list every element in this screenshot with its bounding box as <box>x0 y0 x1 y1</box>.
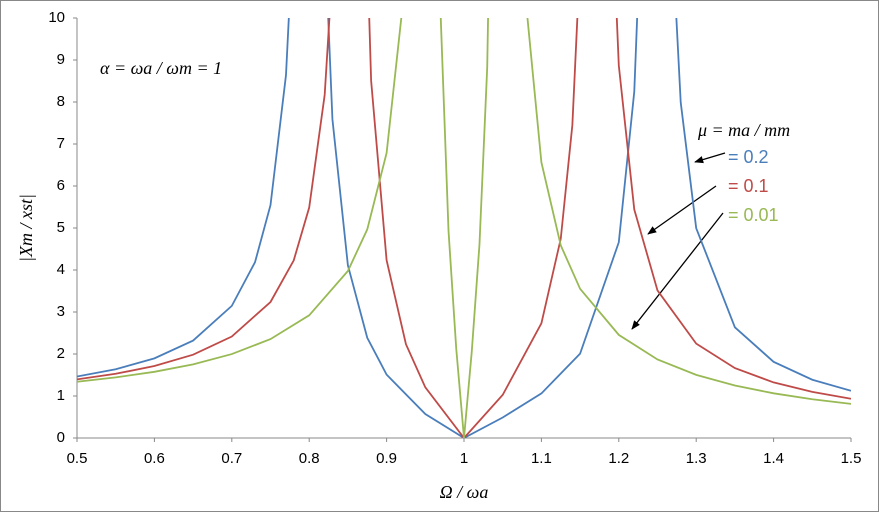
y-tick-label: 6 <box>57 177 65 194</box>
y-tick-label: 2 <box>57 345 65 362</box>
x-axis-label: Ω / ωa <box>440 482 489 502</box>
legend-title: μ = ma / mm <box>697 120 790 140</box>
x-tick-label: 1 <box>460 450 468 467</box>
x-tick-label: 1.2 <box>608 450 629 467</box>
legend-entry: = 0.1 <box>728 176 769 196</box>
y-tick-label: 7 <box>57 135 65 152</box>
x-tick-label: 0.6 <box>144 450 165 467</box>
series-line <box>77 18 851 438</box>
y-tick-label: 3 <box>57 303 65 320</box>
x-tick-label: 1.5 <box>841 450 862 467</box>
x-tick-label: 0.5 <box>67 450 88 467</box>
y-tick-label: 5 <box>57 219 65 236</box>
y-tick-label: 9 <box>57 51 65 68</box>
arrow <box>631 212 724 330</box>
x-tick-label: 0.8 <box>299 450 320 467</box>
annotation: α = ωa / ωm = 1 <box>100 58 222 78</box>
arrow <box>694 152 726 164</box>
y-tick-label: 8 <box>57 93 65 110</box>
x-tick-label: 0.7 <box>221 450 242 467</box>
x-tick-label: 1.4 <box>763 450 784 467</box>
arrow <box>647 185 717 235</box>
y-axis-label: |Xm / xst| <box>16 194 36 262</box>
series-line <box>77 18 851 438</box>
plot-area <box>77 18 851 438</box>
x-tick-label: 0.9 <box>376 450 397 467</box>
y-tick-label: 4 <box>57 261 65 278</box>
y-tick-label: 0 <box>57 429 65 446</box>
x-tick-label: 1.3 <box>686 450 707 467</box>
series-line <box>77 18 851 438</box>
x-tick-label: 1.1 <box>531 450 552 467</box>
y-tick-label: 10 <box>48 9 65 26</box>
legend-entry: = 0.2 <box>728 147 769 167</box>
y-tick-label: 1 <box>57 387 65 404</box>
legend-entry: = 0.01 <box>728 205 779 225</box>
